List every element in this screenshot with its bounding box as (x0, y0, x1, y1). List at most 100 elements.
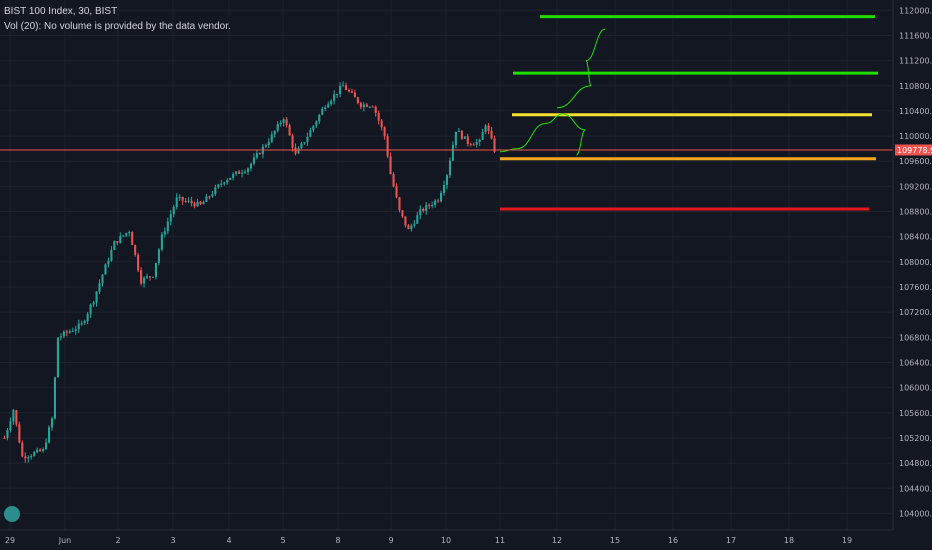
candle-body (347, 89, 351, 92)
candle-body (410, 225, 413, 230)
candle-body (416, 215, 419, 224)
candle-body (53, 377, 57, 419)
y-tick-label: 111600.00 (899, 31, 932, 40)
candle-body (440, 192, 443, 202)
candle-body (333, 94, 336, 101)
candle-body (160, 234, 163, 250)
candle-body (50, 418, 54, 428)
candle-body (356, 97, 359, 103)
y-tick-label: 106800.00 (899, 333, 932, 342)
candle-body (89, 304, 92, 314)
candle-body (258, 153, 261, 155)
candle-body (279, 122, 282, 125)
candle-body (267, 141, 270, 146)
right-axis[interactable] (893, 0, 932, 530)
candle-body (163, 231, 166, 235)
candle-body (249, 163, 253, 169)
x-tick-label: 12 (552, 536, 562, 545)
bottom-axis[interactable] (0, 530, 893, 550)
candle-body (425, 205, 428, 211)
candle-body (306, 136, 309, 143)
candle-body (490, 130, 493, 139)
candle-body (321, 108, 324, 115)
candle-body (454, 131, 457, 146)
candle-body (395, 186, 398, 198)
y-tick-label: 105200.00 (899, 434, 932, 443)
candle-body (3, 437, 6, 439)
x-tick-label: Jun (58, 536, 72, 545)
candle-body (460, 130, 463, 139)
candle-body (86, 313, 89, 322)
candle-body (128, 231, 131, 233)
candle-body (401, 210, 404, 217)
candle-body (431, 205, 434, 207)
candle-body (39, 449, 42, 452)
candle-body (9, 421, 12, 430)
candle-body (18, 424, 21, 443)
symbol-title[interactable]: BIST 100 Index, 30, BIST (4, 6, 118, 17)
candle-body (342, 85, 345, 87)
candle-body (148, 276, 152, 278)
candle-body (330, 100, 333, 105)
y-tick-label: 104400.00 (899, 484, 932, 493)
candle-body (24, 456, 27, 459)
y-tick-label: 106400.00 (899, 358, 932, 367)
projection-arc[interactable] (499, 113, 586, 156)
y-tick-label: 110400.00 (899, 107, 932, 116)
candle-body (154, 262, 157, 277)
candle-body (404, 216, 407, 226)
candle-body (244, 171, 247, 173)
candle-body (12, 410, 15, 422)
candle-body (297, 148, 300, 154)
candle-body (184, 200, 187, 202)
candle-body (472, 144, 475, 146)
candle-body (327, 104, 330, 108)
candle-body (383, 127, 386, 137)
candle-body (428, 205, 431, 207)
candle-body (211, 194, 214, 197)
candle-body (389, 156, 392, 175)
candle-body (362, 104, 365, 108)
candle-body (59, 336, 62, 338)
candle-body (303, 142, 306, 144)
candle-body (208, 196, 211, 198)
candle-body (190, 200, 193, 204)
y-tick-label: 107600.00 (899, 283, 932, 292)
y-tick-label: 104000.00 (899, 509, 932, 518)
candle-body (196, 201, 199, 207)
projection-up[interactable] (556, 28, 606, 109)
candle-body (413, 223, 416, 226)
candle-body (223, 182, 226, 184)
candle-body (71, 330, 74, 332)
candle-body (288, 125, 291, 136)
candle-body (442, 185, 446, 193)
candle-body (359, 102, 362, 108)
candle-body (110, 249, 113, 261)
y-tick-label: 107200.00 (899, 308, 932, 317)
last-price-label: 109778.94 (897, 146, 932, 155)
candle-body (137, 254, 140, 271)
candle-body (270, 134, 273, 142)
candle-body (202, 201, 205, 205)
candle-body (125, 232, 128, 236)
candle-body (45, 442, 48, 449)
candle-body (344, 85, 348, 90)
candle-body (77, 323, 80, 330)
candle-body (309, 130, 312, 137)
x-tick-label: 8 (335, 536, 340, 545)
x-tick-label: 4 (226, 536, 231, 545)
y-tick-label: 111200.00 (899, 57, 932, 66)
candle-body (74, 329, 77, 331)
candle-body (392, 174, 395, 187)
candle-body (493, 138, 496, 152)
y-tick-label: 110800.00 (899, 82, 932, 91)
drawings[interactable] (499, 15, 878, 211)
candle-body (205, 196, 208, 202)
tradingview-logo-icon[interactable] (4, 506, 20, 522)
candle-body (65, 331, 68, 333)
candle-body (466, 136, 469, 144)
candle-body (6, 429, 9, 439)
candle-body (434, 200, 437, 206)
